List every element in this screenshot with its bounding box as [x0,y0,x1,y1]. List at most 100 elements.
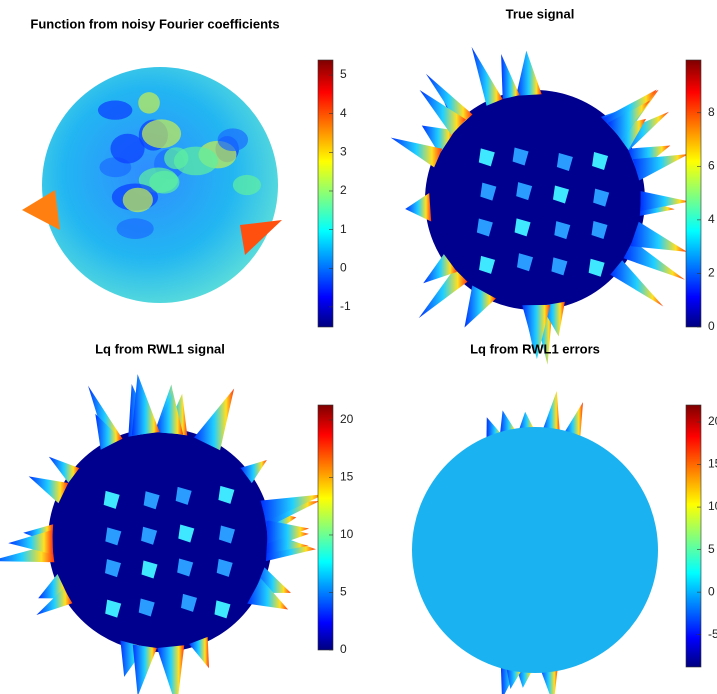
surface-patch [512,147,529,166]
spike [240,460,267,484]
spike [247,578,289,610]
surface-patch [149,170,180,194]
spike [266,520,310,544]
axes: Function from noisy Fourier coefficients… [30,6,717,668]
surface-patch [552,185,569,204]
surface-patch [105,599,122,618]
colorbar-tick-label: 10 [708,499,717,513]
surface-patch [175,486,192,505]
spike [630,221,688,252]
spike [607,100,651,140]
surface-patch [178,524,195,543]
subplot-title: True signal [506,6,575,21]
colorbar-tick-label: 20 [708,414,717,428]
colorbar-tick-label: 5 [340,585,347,599]
surface-patch [591,221,608,240]
sphere [412,427,658,673]
spike [471,46,503,106]
colorbar-tick-label: -1 [340,299,351,313]
surface-patch [97,100,133,120]
spike [260,494,325,522]
surface-patch [217,128,249,152]
spike [132,644,157,694]
colorbar-tick-label: 15 [340,470,354,484]
colorbar [317,404,334,651]
colorbar [317,59,334,328]
surface-patch [143,491,160,510]
spike [155,391,184,435]
colorbar-tick-label: 15 [708,457,717,471]
surface-patch [554,221,571,240]
spike [610,260,664,307]
colorbar-tick-label: 1 [340,222,347,236]
colorbar-tick-label: 4 [340,106,347,120]
spike [157,645,185,694]
spike [501,53,520,100]
surface-patch [138,92,160,114]
surface-patch [232,174,261,196]
surface-patch [104,559,121,578]
surface-patch [218,485,235,504]
surface-patch [556,152,573,171]
spike [623,240,685,280]
spike [640,191,690,211]
surface-patch [122,187,153,213]
spike [516,50,542,96]
sphere [425,90,645,310]
spike [189,636,210,669]
surface-peak [240,220,282,255]
spike [194,388,235,451]
colorbar-tick-label: 10 [340,527,354,541]
colorbar-tick-label: 0 [708,319,715,333]
surfaces [0,46,690,694]
surface-patch [141,526,158,545]
spike [421,125,456,155]
spike [390,137,443,168]
colorbar-tick-label: 0 [708,584,715,598]
colorbar [685,404,702,668]
surface-patch [110,133,145,164]
colorbar-tick-label: 20 [340,412,354,426]
colorbar-tick-label: -5 [708,627,717,641]
surface-patch [478,148,495,167]
surface-patch [218,525,235,544]
subplot-title: Function from noisy Fourier coefficients [30,16,279,31]
surface-patch [173,146,218,176]
subplot-title: Lq from RWL1 signal [95,341,225,356]
colorbar-tick-label: 6 [708,158,715,172]
colorbar [685,59,702,328]
spike [632,154,689,181]
surface-patch [480,182,497,201]
colorbar-tick-label: 5 [708,542,715,556]
colorbar-tick-label: 2 [708,266,715,280]
spike [522,304,551,360]
spike [36,588,73,615]
surface-patch [103,490,120,509]
spike [88,385,123,447]
surface-patch [138,598,155,617]
surface-peak [22,190,60,230]
surface-patch [592,151,609,170]
surface-patch [177,558,194,577]
spike [48,456,80,483]
surface-patch [214,600,231,619]
colorbar-tick-label: 3 [340,145,347,159]
spike [423,254,458,284]
spike [131,374,160,436]
spike [28,476,69,504]
colorbar-tick-label: 0 [340,260,347,274]
surface-patch [216,558,233,577]
surface-patch [593,188,610,207]
spike [95,413,122,450]
subplot-title: Lq from RWL1 errors [470,341,600,356]
surface-patch [551,257,568,276]
spike [405,193,432,222]
sphere [48,428,272,652]
colorbar-tick-label: 0 [340,642,347,656]
surface-patch [516,182,533,201]
colorbar-tick-label: 8 [708,105,715,119]
spike [8,529,53,555]
surface-patch [181,593,198,612]
colorbar-tick-label: 5 [340,67,347,81]
